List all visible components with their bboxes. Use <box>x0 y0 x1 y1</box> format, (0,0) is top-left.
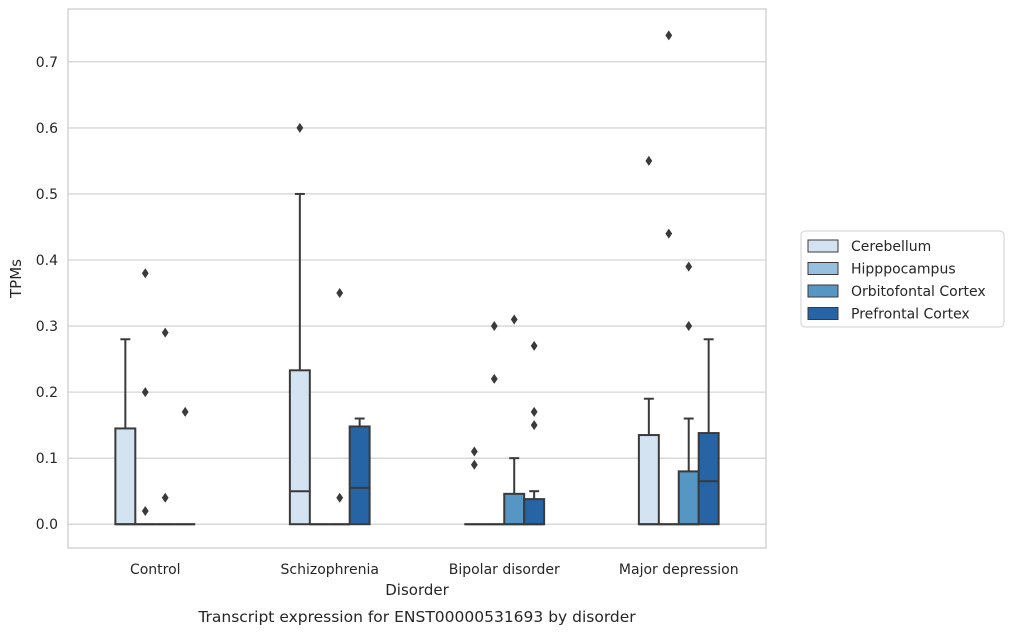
legend-label: Orbitofontal Cortex <box>851 284 986 300</box>
outlier-point <box>141 268 149 279</box>
box-cerebellum <box>114 338 137 526</box>
y-tick-label: 0.5 <box>36 187 58 203</box>
box-iqr <box>637 434 660 526</box>
outlier-point <box>530 420 538 431</box>
legend-swatch <box>807 307 839 320</box>
outlier-point <box>665 228 673 239</box>
legend-label: Prefrontal Cortex <box>851 307 970 323</box>
box-iqr <box>697 432 720 526</box>
legend-swatch <box>807 262 839 275</box>
y-tick-label: 0.2 <box>36 385 58 401</box>
outlier-point <box>161 492 169 503</box>
x-tick-label: Schizophrenia <box>281 562 379 578</box>
box-cerebellum <box>637 155 660 526</box>
outlier-point <box>490 373 498 384</box>
box-hipppocampus <box>135 268 156 526</box>
box-prefrontal-cortex <box>523 340 546 526</box>
y-tick-label: 0.4 <box>36 253 58 269</box>
outlier-point <box>665 30 673 41</box>
y-tick-label: 0.6 <box>36 121 58 137</box>
box-orbitofontal-cortex <box>329 288 350 526</box>
legend-label: Cerebellum <box>851 239 931 255</box>
box-plot-series <box>114 30 720 526</box>
x-tick-label: Major depression <box>619 562 739 578</box>
outlier-point <box>470 459 478 470</box>
y-axis-ticks: 0.0 0.1 0.2 0.3 0.4 0.5 0.6 0.7 <box>36 55 58 533</box>
box-orbitofontal-cortex <box>155 327 176 526</box>
box-iqr <box>523 498 546 526</box>
x-axis-ticks: Control Schizophrenia Bipolar disorder Majo… <box>130 562 739 578</box>
x-axis-label: Disorder <box>385 581 449 599</box>
outlier-point <box>645 155 653 166</box>
box-cerebellum <box>288 122 311 526</box>
box-iqr <box>288 369 311 526</box>
outlier-point <box>510 314 518 325</box>
y-tick-label: 0.1 <box>36 451 58 467</box>
y-tick-label: 0.3 <box>36 319 58 335</box>
box-iqr <box>348 425 371 526</box>
legend: Cerebellum Hipppocampus Orbitofontal Corte… <box>800 230 1005 328</box>
outlier-point <box>530 406 538 417</box>
box-hipppocampus <box>484 321 505 526</box>
box-orbitofontal-cortex <box>677 261 700 526</box>
legend-swatch <box>807 239 839 253</box>
y-tick-label: 0.7 <box>36 55 58 71</box>
box-prefrontal-cortex <box>697 338 720 526</box>
box-iqr <box>114 427 137 526</box>
box-orbitofontal-cortex <box>503 314 526 526</box>
outlier-point <box>296 122 304 133</box>
outlier-point <box>685 321 693 332</box>
outlier-point <box>530 340 538 351</box>
y-axis-label: TPMs <box>7 259 25 299</box>
outlier-point <box>141 387 149 398</box>
box-cerebellum <box>464 446 485 526</box>
outlier-point <box>141 506 149 517</box>
plot-area-frame <box>67 8 767 549</box>
outlier-point <box>181 406 189 417</box>
outlier-point <box>336 492 344 503</box>
legend-item: Cerebellum <box>807 239 931 255</box>
outlier-point <box>470 446 478 457</box>
outlier-point <box>161 327 169 338</box>
legend-item: Prefrontal Cortex <box>807 307 970 323</box>
box-iqr <box>677 470 700 526</box>
x-tick-label: Bipolar disorder <box>449 562 560 578</box>
legend-item: Orbitofontal Cortex <box>807 284 986 300</box>
chart-caption: Transcript expression for ENST0000053169… <box>197 608 636 626</box>
outlier-point <box>490 321 498 332</box>
outlier-point <box>336 288 344 299</box>
y-tick-label: 0.0 <box>36 517 58 533</box>
box-hipppocampus <box>658 30 679 526</box>
legend-swatch <box>807 284 839 298</box>
box-iqr <box>503 492 526 526</box>
box-prefrontal-cortex <box>348 417 371 526</box>
legend-frame <box>800 230 1005 328</box>
outlier-point <box>685 261 693 272</box>
legend-item: Hipppocampus <box>807 262 956 278</box>
grid-lines <box>68 61 766 525</box>
x-tick-label: Control <box>130 562 181 578</box>
box-prefrontal-cortex <box>175 406 196 526</box>
legend-label: Hipppocampus <box>851 262 956 278</box>
